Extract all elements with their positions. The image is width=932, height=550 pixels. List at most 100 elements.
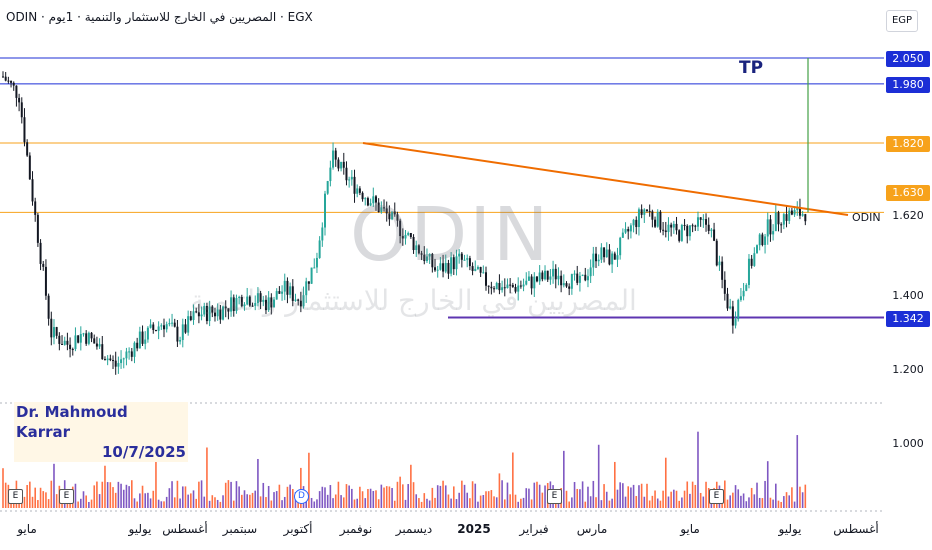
candle-body	[291, 286, 294, 301]
candle-body	[503, 287, 506, 289]
volume-bar	[554, 501, 557, 508]
volume-bar	[98, 494, 101, 508]
volume-bar	[616, 489, 619, 508]
candle-body	[756, 245, 759, 254]
candle-body	[777, 212, 780, 225]
volume-bar	[208, 500, 211, 508]
candle-body	[369, 203, 372, 206]
volume-bar	[412, 482, 415, 508]
candle-body	[688, 225, 691, 237]
volume-bar	[670, 491, 672, 508]
volume-bar	[372, 490, 375, 508]
volume-bar	[55, 494, 58, 508]
volume-bar	[251, 492, 254, 508]
volume-bar	[90, 499, 93, 508]
candle-body	[474, 268, 477, 271]
volume-bar	[348, 485, 350, 508]
candle-body	[734, 319, 737, 326]
volume-bar	[96, 481, 98, 508]
candle-body	[85, 333, 88, 344]
candle-body	[227, 308, 230, 312]
candle-body	[423, 254, 426, 262]
candle-body	[476, 266, 479, 269]
candle-body	[163, 325, 165, 330]
volume-bar	[324, 487, 326, 508]
volume-bar	[361, 491, 364, 508]
earnings-event-icon[interactable]: E	[709, 489, 724, 504]
candle-body	[444, 263, 447, 272]
volume-bar	[278, 484, 281, 508]
volume-bar	[758, 497, 761, 508]
candle-body	[15, 85, 18, 98]
price-tick: 1.000	[892, 437, 924, 450]
volume-bar	[493, 496, 495, 508]
candle-body	[262, 299, 265, 302]
descending-trendline	[362, 142, 849, 216]
price-tick: 1.400	[892, 289, 924, 302]
volume-bar	[611, 498, 613, 508]
volume-bar	[214, 497, 216, 508]
candle-body	[98, 344, 101, 347]
volume-bar	[160, 501, 163, 508]
earnings-event-icon[interactable]: E	[59, 489, 74, 504]
candle-body	[138, 331, 141, 349]
candle-body	[595, 253, 598, 262]
volume-bar	[482, 495, 485, 508]
volume-bar	[74, 483, 77, 508]
candle-body	[726, 293, 729, 309]
candle-body	[192, 311, 195, 320]
volume-bar	[638, 485, 640, 508]
currency-button[interactable]: EGP	[886, 10, 918, 32]
candle-body	[203, 305, 206, 315]
dividend-event-icon[interactable]: D	[294, 489, 309, 504]
candle-body	[723, 279, 726, 294]
candle-body	[31, 179, 34, 202]
candle-body	[605, 249, 608, 258]
volume-bar	[691, 481, 694, 508]
volume-bar	[168, 488, 171, 508]
candle-body	[766, 219, 769, 237]
candle-body	[168, 323, 171, 325]
candle-body	[530, 276, 533, 289]
candle-body	[44, 266, 47, 296]
candle-body	[200, 314, 203, 317]
candle-body	[699, 217, 702, 220]
candle-body	[428, 253, 431, 257]
candle-body	[468, 258, 471, 267]
volume-bar	[788, 495, 791, 508]
candle-body	[305, 281, 308, 296]
candle-body	[565, 283, 568, 287]
volume-bar	[541, 492, 544, 508]
candle-body	[69, 344, 72, 350]
candle-body	[377, 202, 380, 213]
volume-bar	[171, 481, 173, 508]
earnings-event-icon[interactable]: E	[8, 489, 23, 504]
volume-bar	[273, 492, 275, 508]
candle-body	[232, 297, 235, 311]
candle-body	[804, 214, 807, 222]
candle-body	[635, 219, 638, 228]
volume-bar	[656, 498, 659, 508]
author-signature: Dr. Mahmoud Karrar 10/7/2025	[14, 402, 188, 462]
candle-body	[431, 253, 434, 268]
candle-body	[39, 242, 42, 264]
volume-bar	[463, 484, 466, 508]
volume-bar	[241, 494, 243, 508]
candle-body	[294, 299, 297, 301]
candle-body	[230, 297, 233, 312]
volume-bar	[740, 495, 742, 508]
month-label: سبتمبر	[222, 522, 258, 536]
candle-body	[560, 275, 563, 286]
earnings-event-icon[interactable]: E	[547, 489, 562, 504]
volume-bar	[149, 498, 152, 508]
candle-body	[213, 312, 216, 317]
candle-body	[350, 176, 353, 180]
volume-bar	[624, 496, 627, 508]
volume-bar	[423, 493, 426, 508]
volume-bar	[450, 498, 452, 508]
volume-bar	[705, 481, 707, 508]
volume-bar	[681, 497, 683, 508]
volume-bar	[179, 498, 181, 508]
volume-bar	[402, 484, 404, 508]
